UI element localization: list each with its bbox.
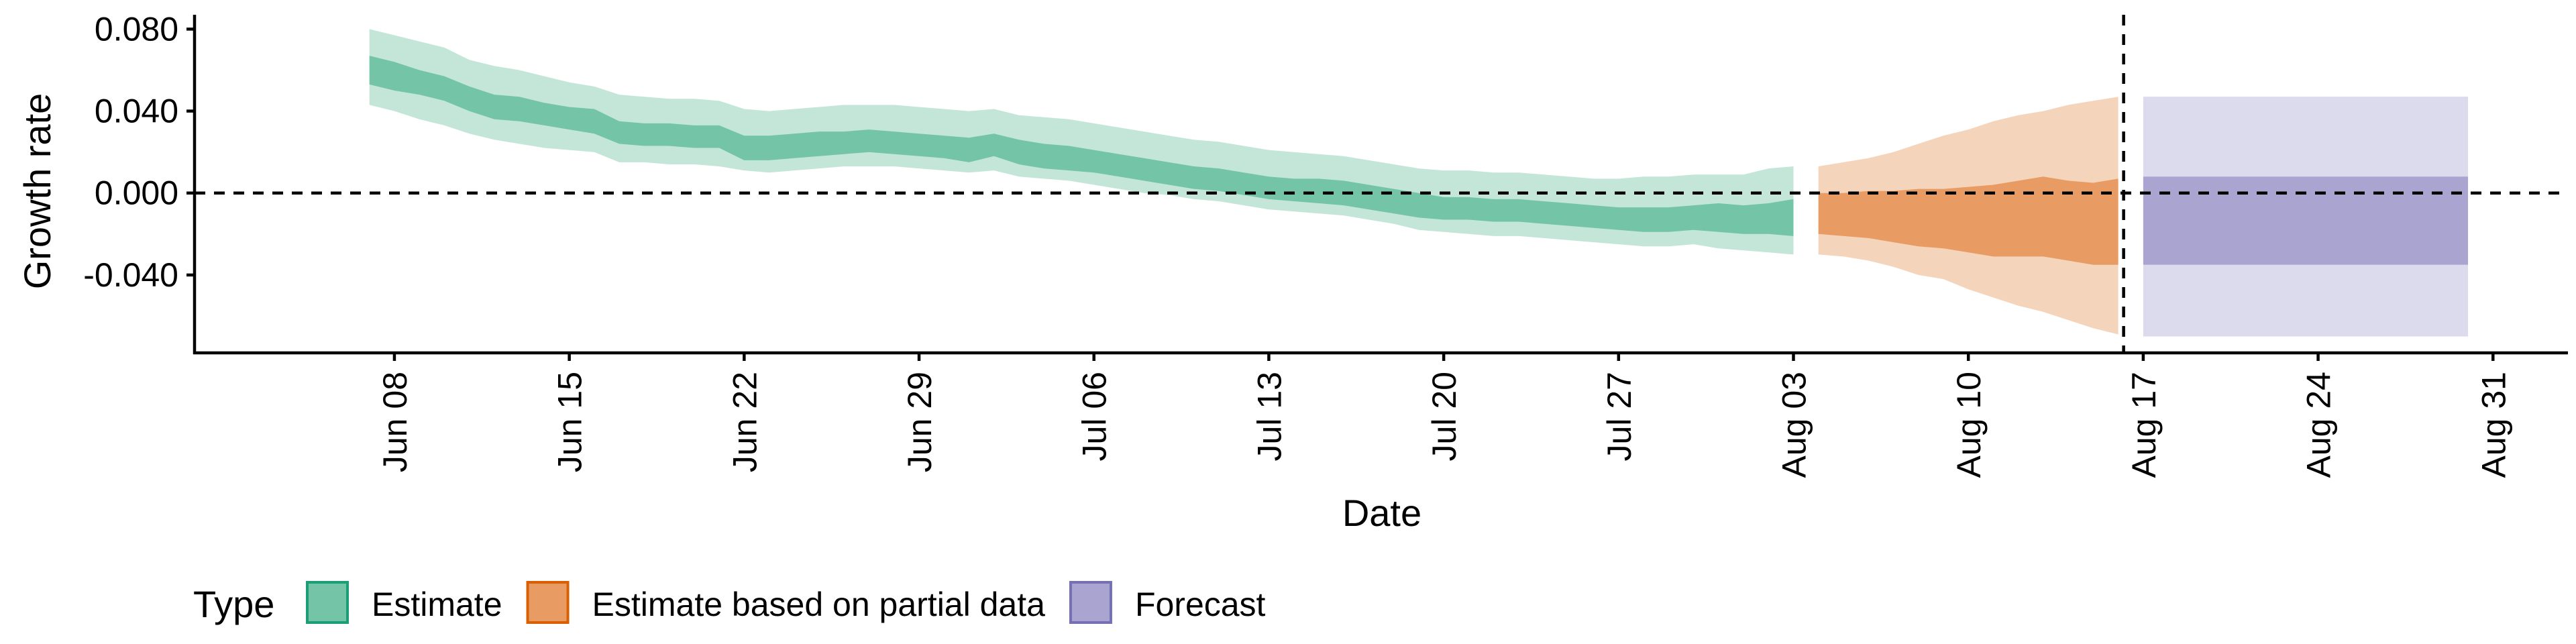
legend-title: Type bbox=[193, 583, 274, 625]
x-tick-label: Jun 15 bbox=[551, 372, 589, 472]
x-tick-label: Aug 10 bbox=[1950, 372, 1988, 478]
x-tick-label: Jul 20 bbox=[1426, 372, 1463, 461]
legend-item: Estimate bbox=[306, 581, 502, 624]
y-tick-label: -0.040 bbox=[83, 256, 178, 294]
series-estimate bbox=[369, 29, 1794, 255]
x-tick-label: Jul 27 bbox=[1601, 372, 1638, 461]
x-tick-label: Aug 31 bbox=[2475, 372, 2512, 478]
x-tick-label: Aug 03 bbox=[1775, 372, 1813, 478]
plot-area: 0.080 0.040 0.000 -0.040 Jun 08 Jun 15 Jun 22… bbox=[83, 10, 2568, 478]
series-estimate-based-on-partial-data bbox=[1818, 97, 2118, 335]
estimate-band-50 bbox=[369, 56, 1794, 236]
series-forecast bbox=[2143, 97, 2469, 337]
y-tick-label: 0.040 bbox=[95, 93, 178, 130]
legend-swatch bbox=[306, 581, 349, 624]
legend-swatch bbox=[1069, 581, 1112, 624]
estimate-based-on-partial-data-band-50 bbox=[1818, 176, 2118, 265]
forecast-band-50 bbox=[2143, 176, 2469, 265]
x-axis-title: Date bbox=[1342, 492, 1421, 534]
x-tick-label: Jul 06 bbox=[1076, 372, 1114, 461]
y-axis-title: Growth rate bbox=[16, 93, 58, 290]
legend-label: Estimate based on partial data bbox=[592, 586, 1046, 623]
x-tick-label: Aug 17 bbox=[2125, 372, 2163, 478]
ribbon-bands bbox=[369, 29, 2469, 337]
x-tick-label: Jun 22 bbox=[726, 372, 763, 472]
legend: Type Estimate Estimate based on partial d… bbox=[193, 581, 1266, 625]
y-axis-ticks: 0.080 0.040 0.000 -0.040 bbox=[83, 10, 195, 294]
legend-item: Forecast bbox=[1069, 581, 1266, 624]
y-tick-label: 0.000 bbox=[95, 174, 178, 212]
legend-swatch bbox=[526, 581, 570, 624]
legend-label: Estimate bbox=[372, 586, 502, 623]
legend-item: Estimate based on partial data bbox=[526, 581, 1046, 624]
y-tick-label: 0.080 bbox=[95, 10, 178, 48]
x-tick-label: Jul 13 bbox=[1250, 372, 1288, 461]
x-tick-label: Aug 24 bbox=[2300, 372, 2338, 478]
x-tick-label: Jun 08 bbox=[376, 372, 414, 472]
legend-label: Forecast bbox=[1135, 586, 1266, 623]
x-tick-label: Jun 29 bbox=[901, 372, 938, 472]
x-axis-ticks: Jun 08 Jun 15 Jun 22 Jun 29 Jul 06 Jul 13 Jul … bbox=[376, 353, 2512, 478]
